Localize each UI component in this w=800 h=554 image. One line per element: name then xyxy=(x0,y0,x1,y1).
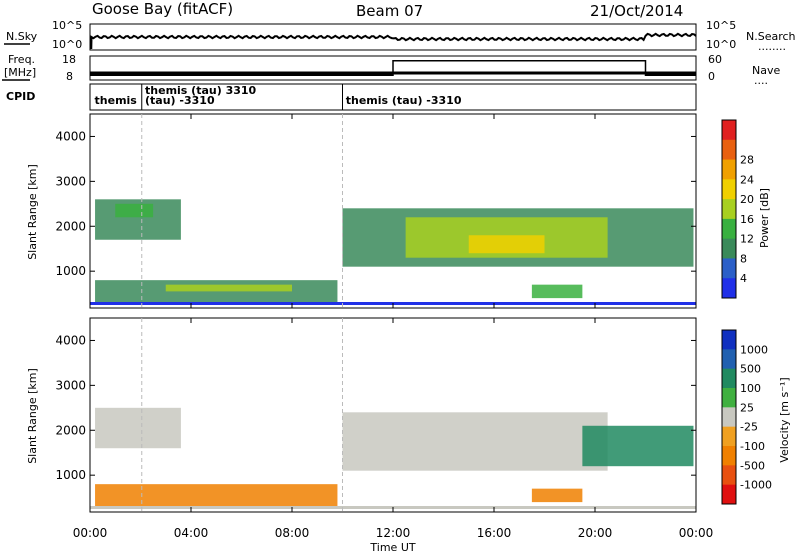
colorbar-tick-label: 12 xyxy=(740,233,754,246)
freq-panel: Freq. [MHz] 18 8 60 0 Nave .... xyxy=(2,53,780,87)
nsearch-dots: ........ xyxy=(758,40,786,53)
power-colorbar: 4 8 12 16 20 24 28 xyxy=(721,119,754,299)
colorbar-cell xyxy=(722,446,736,466)
heatmap-region xyxy=(342,412,608,471)
colorbar-tick-label: 500 xyxy=(740,363,761,376)
colorbar-tick-label: 20 xyxy=(740,193,754,206)
heatmap-region xyxy=(165,284,292,292)
y-tick-label: 4000 xyxy=(55,129,86,143)
colorbar-tick-label: -1000 xyxy=(740,479,772,492)
heatmap-region xyxy=(531,284,583,299)
colorbar-cell xyxy=(722,426,736,447)
x-tick-label: 04:00 xyxy=(174,526,209,540)
nsearch-label: N.Search xyxy=(746,30,796,43)
cpid-mode-label: (tau) -3310 xyxy=(145,94,215,107)
nsky-panel: N.Sky 10^5 10^0 10^5 10^0 N.Search .....… xyxy=(4,19,796,53)
cpid-mode-label: themis xyxy=(95,94,138,107)
x-tick-label: 20:00 xyxy=(578,526,613,540)
nave-dots: .... xyxy=(754,74,768,87)
nsky-hi-label: 10^5 xyxy=(52,19,82,32)
heatmap-region xyxy=(582,425,694,467)
heatmap-region xyxy=(95,407,181,449)
colorbar-tick-label: 8 xyxy=(740,252,747,265)
station-title: Goose Bay (fitACF) xyxy=(92,0,233,18)
colorbar-cell xyxy=(722,238,736,259)
cpid-label: CPID xyxy=(6,90,35,103)
cpid-mode-label: themis (tau) 3310 xyxy=(145,84,257,97)
x-axis-label: Time UT xyxy=(369,541,415,554)
x-tick-label: 08:00 xyxy=(275,526,310,540)
colorbar-tick-label: 28 xyxy=(740,154,754,167)
cpid-mode-label: themis (tau) -3310 xyxy=(346,94,462,107)
y-tick-label: 1000 xyxy=(55,264,86,278)
colorbar-cell xyxy=(722,465,736,486)
colorbar-tick-label: 100 xyxy=(740,382,761,395)
cpid-panel: CPID themis themis (tau) 3310(tau) -3310 t… xyxy=(6,83,697,111)
colorbar-cell xyxy=(722,388,736,408)
nsky-lo-label-right: 10^0 xyxy=(706,38,736,51)
velocity-panel: 1000 2000 3000 4000 Slant Range [km] xyxy=(26,317,697,513)
y-tick-label: 1000 xyxy=(55,468,86,482)
heatmap-region xyxy=(115,203,154,218)
velocity-ylabel: Slant Range [km] xyxy=(26,368,39,464)
colorbar-tick-label: 1000 xyxy=(740,343,768,356)
power-colorbar-title: Power [dB] xyxy=(758,188,771,248)
velocity-colorbar-title: Velocity [m s⁻¹] xyxy=(778,377,791,462)
heatmap-region xyxy=(531,488,583,503)
freq-unit-label: [MHz] xyxy=(4,66,36,79)
colorbar-cell xyxy=(722,484,736,505)
y-tick-label: 3000 xyxy=(55,174,86,188)
colorbar-cell xyxy=(722,159,736,180)
date-title: 21/Oct/2014 xyxy=(590,2,683,20)
colorbar-cell xyxy=(722,199,736,220)
y-tick-label: 3000 xyxy=(55,378,86,392)
colorbar-cell xyxy=(722,258,736,279)
nave-hi-label: 60 xyxy=(708,53,722,66)
nsky-lo-label: 10^0 xyxy=(52,38,82,51)
colorbar-tick-label: 25 xyxy=(740,401,754,414)
nsky-trace xyxy=(90,32,697,50)
colorbar-tick-label: -25 xyxy=(740,421,758,434)
power-panel: 1000 2000 3000 4000 Slant Range [km] xyxy=(26,113,697,309)
heatmap-region xyxy=(468,235,545,254)
nsky-hi-label-right: 10^5 xyxy=(706,19,736,32)
colorbar-tick-label: 16 xyxy=(740,213,754,226)
colorbar-cell xyxy=(722,218,736,240)
x-tick-label: 00:00 xyxy=(73,526,108,540)
colorbar-cell xyxy=(722,179,736,200)
velocity-colorbar: 1000 500 100 25 -25 -100 -500 -1000 xyxy=(721,329,772,505)
colorbar-tick-label: -500 xyxy=(740,459,765,472)
x-tick-label: 16:00 xyxy=(477,526,512,540)
heatmap-region xyxy=(95,484,338,507)
y-tick-label: 2000 xyxy=(55,219,86,233)
freq-label: Freq. xyxy=(8,53,35,66)
colorbar-cell xyxy=(722,120,736,141)
colorbar-frame xyxy=(721,119,737,299)
freq-lo-label: 8 xyxy=(66,70,73,83)
y-tick-label: 2000 xyxy=(55,423,86,437)
y-tick-label: 4000 xyxy=(55,333,86,347)
nave-lo-label: 0 xyxy=(708,70,715,83)
colorbar-tick-label: 4 xyxy=(740,272,747,285)
colorbar-tick-label: -100 xyxy=(740,440,765,453)
power-cells xyxy=(90,199,696,305)
colorbar-cell xyxy=(722,330,736,350)
colorbar-cell xyxy=(722,349,736,370)
colorbar-frame xyxy=(721,329,737,505)
nsky-label: N.Sky xyxy=(6,30,38,43)
x-tick-label: 12:00 xyxy=(376,526,411,540)
freq-hi-label: 18 xyxy=(62,53,76,66)
x-axis: 00:00 04:00 08:00 12:00 16:00 20:00 00:00 xyxy=(73,114,714,540)
freq-trace xyxy=(90,60,696,76)
colorbar-cell xyxy=(722,407,736,428)
colorbar-cell xyxy=(722,278,736,299)
colorbar-tick-label: 24 xyxy=(740,173,754,186)
power-ylabel: Slant Range [km] xyxy=(26,164,39,260)
nave-label: Nave xyxy=(752,64,780,77)
colorbar-cell xyxy=(722,139,736,161)
beam-title: Beam 07 xyxy=(356,2,423,20)
colorbar-cell xyxy=(722,368,736,389)
x-tick-label: 00:00 xyxy=(679,526,714,540)
